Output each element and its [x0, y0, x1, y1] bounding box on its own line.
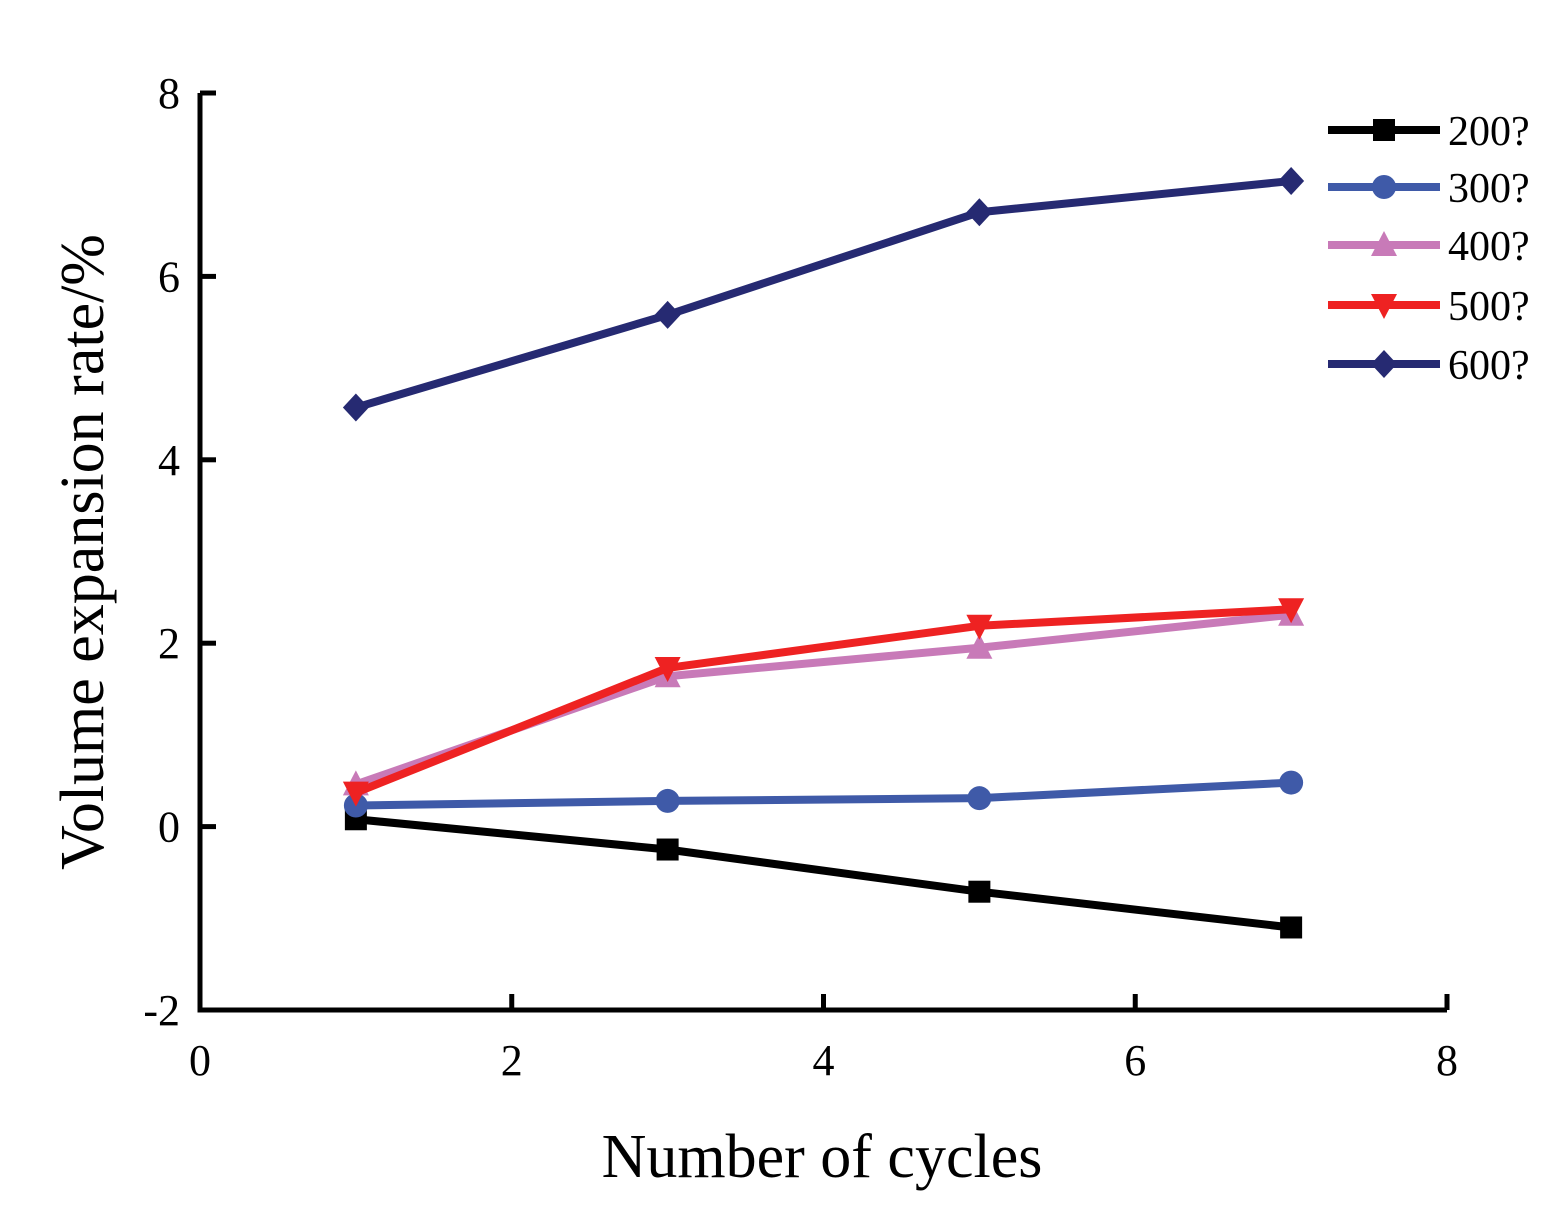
- data-point: [654, 300, 681, 329]
- y-tick-label: 2: [158, 619, 180, 668]
- legend-item: 300?: [1328, 166, 1530, 212]
- legend-marker: [1373, 119, 1395, 141]
- y-tick-label: 8: [158, 69, 180, 118]
- data-point: [1278, 167, 1305, 196]
- data-point: [1279, 770, 1304, 795]
- data-point: [656, 838, 679, 861]
- legend-label: 500?: [1448, 284, 1530, 330]
- y-tick-label: -2: [143, 986, 180, 1035]
- x-tick-label: 0: [189, 1036, 211, 1085]
- y-tick-label: 6: [158, 252, 180, 301]
- y-axis-title: Volume expansion rate/%: [49, 234, 117, 870]
- legend-label: 200?: [1448, 109, 1530, 155]
- series-line: [354, 605, 1292, 797]
- data-point: [1278, 598, 1305, 624]
- legend-marker: [1371, 294, 1397, 319]
- legend-marker: [1371, 231, 1397, 256]
- data-point: [342, 393, 369, 422]
- series-200: [344, 808, 1303, 939]
- series-line: [355, 778, 1292, 810]
- y-tick-label: 4: [158, 436, 180, 485]
- legend-marker: [1371, 350, 1397, 378]
- data-point: [654, 656, 681, 682]
- data-point: [966, 614, 993, 640]
- series-300: [343, 770, 1304, 818]
- data-point: [967, 786, 992, 811]
- legend-item: 200?: [1328, 109, 1530, 155]
- data-point: [1280, 916, 1303, 939]
- series-500: [342, 598, 1305, 807]
- data-point: [966, 633, 993, 659]
- series-line: [354, 610, 1292, 789]
- legend-item: 500?: [1328, 284, 1530, 330]
- data-point: [655, 788, 680, 813]
- data-point: [968, 880, 991, 903]
- y-tick-label: 0: [158, 803, 180, 852]
- legend-label: 400?: [1448, 224, 1530, 270]
- series-600: [342, 167, 1305, 422]
- x-tick-label: 8: [1436, 1036, 1458, 1085]
- legend-item: 600?: [1328, 343, 1530, 389]
- legend-item: 400?: [1328, 224, 1530, 270]
- legend-label: 300?: [1448, 166, 1530, 212]
- data-point: [342, 781, 369, 807]
- legend-label: 600?: [1448, 343, 1530, 389]
- x-axis-title: Number of cycles: [602, 1123, 1043, 1191]
- x-tick-label: 4: [813, 1036, 835, 1085]
- series-line: [354, 177, 1292, 412]
- series-400: [342, 600, 1305, 796]
- x-tick-label: 2: [501, 1036, 523, 1085]
- data-point: [966, 198, 993, 227]
- series-line: [355, 815, 1292, 932]
- x-tick-label: 6: [1124, 1036, 1146, 1085]
- legend-marker: [1372, 175, 1396, 199]
